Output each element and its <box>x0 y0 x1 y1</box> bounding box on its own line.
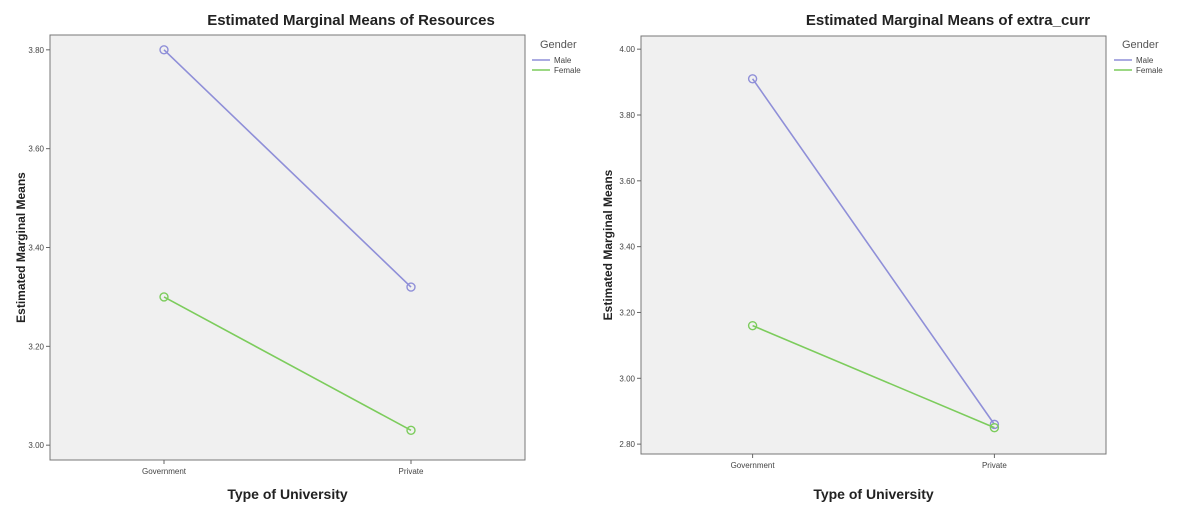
legend-label: Female <box>1136 66 1163 75</box>
x-tick-label: Government <box>142 467 187 476</box>
data-point-female <box>406 425 416 436</box>
y-tick-label: 3.80 <box>619 111 635 120</box>
y-axis-label: Estimated Marginal Means <box>601 169 615 320</box>
data-point-female <box>747 320 758 331</box>
extra-curr-chart: Estimated Marginal Means of extra_curr 2.… <box>596 0 1178 506</box>
series-line-female <box>752 324 995 429</box>
y-tick-label: 3.80 <box>28 46 44 55</box>
chart-title: Estimated Marginal Means of Resources <box>207 12 495 29</box>
data-point-male <box>159 45 169 55</box>
y-tick-label: 3.60 <box>619 177 635 186</box>
series-line-male <box>163 49 412 288</box>
legend-title: Gender <box>540 39 577 51</box>
data-point-male <box>989 419 1000 430</box>
y-tick-label: 3.00 <box>619 374 635 383</box>
y-tick-label: 3.00 <box>28 441 44 450</box>
plot-area <box>49 34 526 461</box>
y-axis-label: Estimated Marginal Means <box>14 172 28 323</box>
data-point-female <box>989 422 1000 433</box>
y-tick-label: 2.80 <box>619 440 635 449</box>
resources-chart: Estimated Marginal Means of Resources 3.0… <box>14 12 581 502</box>
chart-svg: Estimated Marginal Means of Resources 3.0… <box>14 12 581 502</box>
x-tick-label: Government <box>731 461 776 470</box>
x-axis-label: Type of University <box>813 486 934 502</box>
y-tick-label: 3.20 <box>619 308 635 317</box>
y-tick-label: 3.20 <box>28 342 44 351</box>
y-tick-label: 3.60 <box>28 145 44 154</box>
y-tick-label: 3.40 <box>619 243 635 252</box>
chart-svg: Estimated Marginal Means of extra_curr 2.… <box>601 12 1163 502</box>
y-tick-label: 4.00 <box>619 45 635 54</box>
y-tick-label: 3.40 <box>28 244 44 253</box>
legend-title: Gender <box>1122 39 1159 51</box>
plot-area <box>640 35 1107 455</box>
chart-title: Estimated Marginal Means of extra_curr <box>806 12 1090 29</box>
data-point-female <box>159 292 169 302</box>
data-point-male <box>406 282 416 292</box>
series-line-female <box>163 296 412 432</box>
x-axis-label: Type of University <box>227 486 348 502</box>
legend-label: Male <box>1136 56 1154 65</box>
data-point-male <box>747 74 758 84</box>
x-tick-label: Private <box>399 467 424 476</box>
series-line-male <box>751 78 996 425</box>
legend-label: Female <box>554 66 581 75</box>
x-tick-label: Private <box>982 461 1007 470</box>
legend-label: Male <box>554 56 572 65</box>
